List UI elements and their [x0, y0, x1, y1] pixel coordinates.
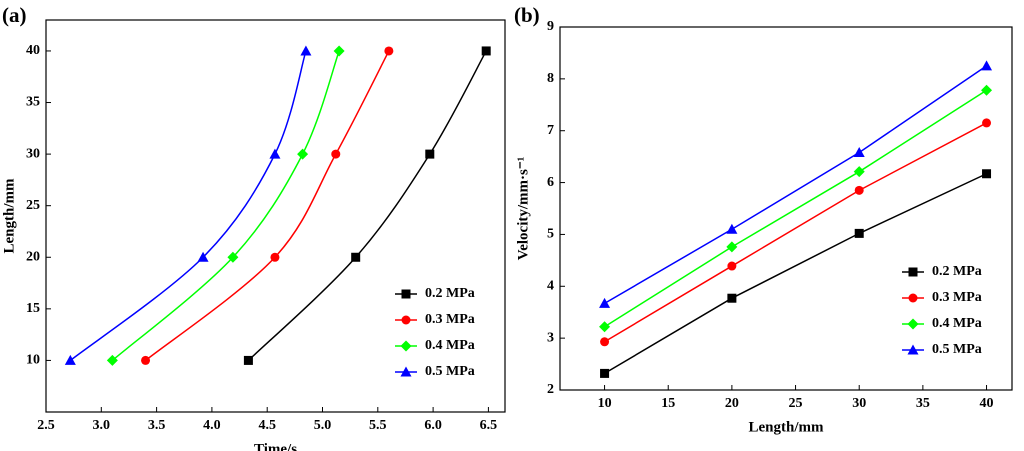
marker	[106, 354, 118, 366]
series-line	[247, 50, 487, 361]
y-tick-label: 15	[26, 301, 40, 316]
marker	[726, 223, 738, 234]
marker	[270, 252, 280, 262]
y-tick-label: 7	[547, 123, 554, 138]
marker	[481, 46, 491, 56]
y-tick-label: 40	[26, 43, 40, 58]
y-tick-label: 20	[26, 249, 40, 264]
marker	[981, 84, 993, 96]
x-tick-label: 30	[852, 396, 866, 411]
legend-marker	[907, 344, 919, 355]
marker	[333, 45, 345, 57]
x-tick-label: 5.5	[369, 418, 387, 433]
legend-label: 0.4 MPa	[932, 316, 982, 331]
x-tick-label: 10	[598, 396, 612, 411]
x-tick-label: 40	[980, 396, 994, 411]
marker	[243, 355, 253, 365]
y-tick-label: 35	[26, 95, 40, 110]
marker	[600, 337, 610, 347]
x-tick-label: 35	[916, 396, 930, 411]
marker	[300, 45, 312, 56]
y-tick-label: 25	[26, 198, 40, 213]
legend-label: 0.2 MPa	[932, 264, 982, 279]
panel-label: (b)	[514, 3, 540, 27]
x-tick-label: 25	[789, 396, 803, 411]
legend-marker	[400, 340, 412, 352]
x-axis-label: Time/s	[254, 441, 297, 451]
x-tick-label: 4.5	[258, 418, 276, 433]
marker	[64, 354, 76, 365]
marker	[227, 251, 239, 263]
legend-marker	[907, 318, 919, 330]
x-tick-label: 20	[725, 396, 739, 411]
marker	[197, 251, 209, 262]
x-tick-label: 5.0	[314, 418, 332, 433]
marker	[853, 146, 865, 157]
series-line	[604, 89, 987, 328]
marker	[425, 149, 435, 159]
series-line	[145, 50, 390, 362]
marker	[982, 169, 992, 179]
x-tick-label: 3.5	[148, 418, 166, 433]
plot-frame	[45, 19, 506, 413]
y-tick-label: 6	[547, 175, 554, 190]
x-axis-label: Length/mm	[749, 419, 825, 435]
marker	[600, 368, 610, 378]
series-line	[604, 173, 987, 375]
y-tick-label: 3	[547, 330, 554, 345]
series-line	[604, 65, 987, 305]
y-tick-label: 10	[26, 353, 40, 368]
legend-label: 0.3 MPa	[425, 312, 475, 327]
marker	[727, 293, 737, 303]
legend-marker	[400, 366, 412, 377]
marker	[384, 46, 394, 56]
y-tick-label: 2	[547, 382, 554, 397]
marker	[853, 166, 865, 178]
marker	[351, 252, 361, 262]
marker	[981, 60, 993, 71]
x-tick-label: 6.0	[424, 418, 442, 433]
legend-label: 0.5 MPa	[932, 342, 982, 357]
legend-label: 0.2 MPa	[425, 286, 475, 301]
marker	[141, 355, 151, 365]
y-tick-label: 8	[547, 71, 554, 86]
series-line	[69, 50, 307, 362]
legend-label: 0.4 MPa	[425, 338, 475, 353]
y-axis-label: Length/mm	[1, 178, 17, 254]
y-tick-label: 9	[547, 19, 554, 34]
y-axis-label: Velocity/mm·s⁻¹	[515, 157, 531, 261]
marker	[982, 118, 992, 128]
x-tick-label: 2.5	[37, 418, 55, 433]
marker	[726, 241, 738, 253]
y-tick-label: 4	[547, 279, 554, 294]
y-tick-label: 5	[547, 227, 554, 242]
legend-marker	[908, 267, 918, 277]
legend-marker	[908, 293, 918, 303]
marker	[599, 321, 611, 333]
x-tick-label: 15	[661, 396, 675, 411]
x-tick-label: 3.0	[93, 418, 111, 433]
legend-label: 0.5 MPa	[425, 364, 475, 379]
marker	[854, 185, 864, 195]
plot-frame	[559, 26, 1013, 391]
y-tick-label: 30	[26, 146, 40, 161]
marker	[599, 297, 611, 308]
series-line	[604, 122, 987, 343]
legend-marker	[401, 289, 411, 299]
legend-label: 0.3 MPa	[932, 290, 982, 305]
panel-label: (a)	[2, 3, 27, 27]
marker	[854, 228, 864, 238]
marker	[331, 149, 341, 159]
legend-marker	[401, 315, 411, 325]
marker	[297, 148, 309, 160]
x-tick-label: 6.5	[480, 418, 498, 433]
x-tick-label: 4.0	[203, 418, 221, 433]
marker	[269, 148, 281, 159]
series-line	[111, 50, 340, 361]
marker	[727, 261, 737, 271]
